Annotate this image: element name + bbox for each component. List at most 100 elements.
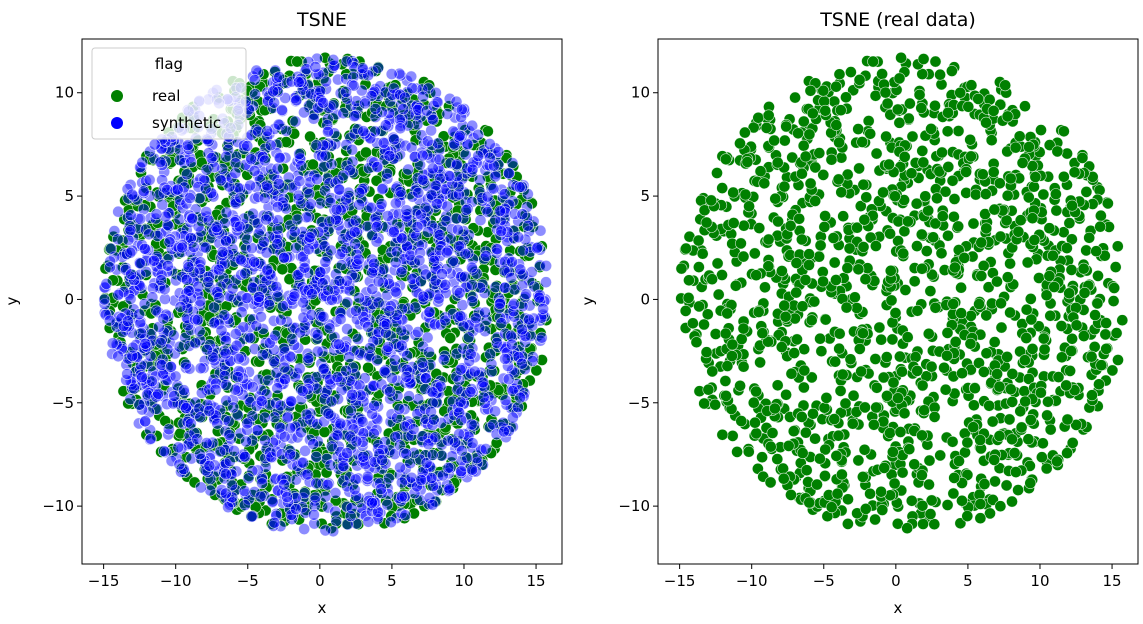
scatter-point-synthetic [288, 290, 301, 303]
scatter-point-synthetic [427, 113, 439, 126]
scatter-point-real [1019, 100, 1031, 113]
scatter-point-synthetic [155, 274, 167, 287]
scatter-point-synthetic [203, 459, 216, 472]
scatter-point-synthetic [264, 139, 277, 152]
scatter-point-synthetic [241, 417, 254, 430]
scatter-point-real [993, 430, 1006, 442]
scatter-point-synthetic [269, 329, 282, 342]
scatter-point-synthetic [296, 385, 309, 398]
scatter-point-synthetic [273, 421, 286, 434]
scatter-point-real [1107, 295, 1120, 307]
scatter-point-synthetic [472, 150, 485, 162]
scatter-point-synthetic [503, 167, 515, 180]
scatter-point-synthetic [255, 310, 267, 323]
scatter-point-real [1092, 269, 1104, 282]
scatter-point-synthetic [451, 223, 464, 236]
scatter-point-real [880, 130, 892, 143]
scatter-point-real [885, 294, 898, 307]
scatter-point-synthetic [289, 115, 302, 128]
scatter-point-synthetic [352, 253, 365, 266]
scatter-point-synthetic [215, 174, 227, 187]
scatter-point-real [754, 165, 767, 178]
scatter-point-synthetic [241, 233, 253, 246]
scatter-point-real [965, 150, 977, 163]
scatter-point-synthetic [323, 322, 336, 335]
scatter-point-synthetic [345, 404, 357, 417]
scatter-point-real [941, 349, 953, 362]
scatter-point-real [877, 371, 890, 384]
scatter-point-synthetic [200, 163, 213, 176]
scatter-point-synthetic [319, 149, 332, 162]
scatter-point-real [918, 404, 931, 417]
tsne-right-panel: TSNE (real data) −15 −10 −5 0 5 10 15 −10−5051… [579, 9, 1139, 617]
scatter-point-synthetic [310, 371, 323, 384]
scatter-point-synthetic [394, 122, 407, 135]
scatter-point-synthetic [154, 336, 167, 349]
y-tick-label: 0 [64, 290, 74, 308]
scatter-point-synthetic [353, 379, 366, 392]
scatter-point-synthetic [455, 465, 468, 478]
scatter-point-synthetic [219, 347, 232, 360]
scatter-point-real [1020, 303, 1033, 316]
scatter-point-synthetic [462, 331, 475, 344]
y-axis-label-left: y [3, 296, 21, 305]
scatter-point-real [870, 147, 883, 160]
scatter-point-synthetic [487, 182, 500, 195]
scatter-point-synthetic [454, 310, 467, 322]
scatter-point-synthetic [152, 387, 165, 400]
scatter-point-real [978, 478, 991, 490]
legend-label-real: real [152, 87, 180, 105]
scatter-point-real [716, 269, 728, 281]
scatter-point-synthetic [187, 241, 200, 253]
scatter-point-synthetic [443, 170, 456, 183]
scatter-point-real [1077, 262, 1090, 275]
scatter-point-synthetic [348, 110, 361, 123]
scatter-point-synthetic [232, 371, 244, 383]
scatter-point-synthetic [325, 244, 337, 257]
scatter-point-synthetic [412, 326, 424, 338]
scatter-point-real [815, 345, 828, 358]
scatter-point-synthetic [112, 288, 125, 301]
scatter-point-synthetic [490, 336, 503, 349]
scatter-point-synthetic [158, 445, 170, 458]
scatter-point-synthetic [104, 261, 116, 274]
scatter-point-real [849, 291, 861, 304]
scatter-point-real [796, 447, 809, 459]
scatter-point-real [858, 443, 871, 456]
scatter-point-synthetic [422, 226, 434, 238]
scatter-point-synthetic [242, 472, 255, 485]
scatter-point-synthetic [405, 70, 418, 83]
scatter-point-synthetic [369, 125, 381, 138]
scatter-point-real [852, 454, 865, 467]
scatter-point-synthetic [433, 228, 446, 241]
scatter-point-real [731, 445, 743, 458]
scatter-point-synthetic [210, 221, 223, 234]
scatter-point-synthetic [349, 304, 362, 317]
scatter-point-real [1037, 188, 1050, 201]
scatter-point-synthetic [455, 414, 468, 427]
scatter-point-synthetic [311, 345, 324, 358]
scatter-point-real [789, 91, 801, 104]
scatter-point-real [977, 259, 990, 272]
scatter-point-synthetic [425, 188, 438, 201]
scatter-point-synthetic [416, 356, 429, 369]
scatter-point-synthetic [256, 477, 268, 490]
scatter-point-synthetic [280, 124, 293, 137]
scatter-point-synthetic [284, 448, 297, 461]
scatter-point-synthetic [239, 499, 251, 511]
scatter-point-synthetic [293, 148, 306, 160]
scatter-point-real [1004, 306, 1016, 319]
scatter-point-synthetic [417, 290, 430, 303]
scatter-point-synthetic [356, 415, 369, 428]
scatter-point-synthetic [184, 417, 197, 430]
scatter-point-real [747, 396, 760, 409]
scatter-point-synthetic [136, 371, 148, 384]
scatter-point-synthetic [105, 242, 117, 255]
scatter-point-real [362, 361, 374, 374]
scatter-point-synthetic [383, 149, 396, 162]
scatter-point-synthetic [348, 483, 361, 496]
scatter-point-synthetic [133, 308, 146, 321]
legend-title: flag [155, 55, 183, 73]
scatter-point-real [1022, 191, 1035, 204]
scatter-point-synthetic [257, 235, 270, 248]
